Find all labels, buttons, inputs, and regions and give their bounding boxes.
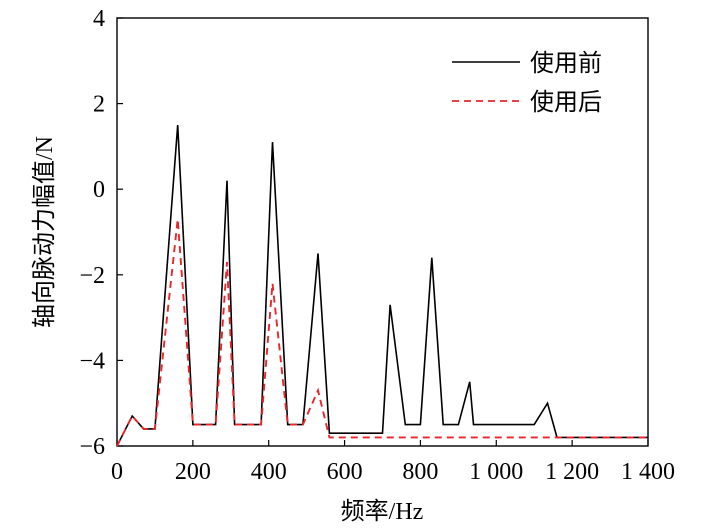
y-tick-label: −2 <box>79 263 105 289</box>
x-tick-label: 400 <box>251 459 287 485</box>
x-tick-label: 1 200 <box>545 459 599 485</box>
axes: 0 200 400 600 800 1 000 1 200 1 400 −6 −4 −2 0 2 4 <box>79 6 675 485</box>
x-tick-label: 1 400 <box>621 459 675 485</box>
y-tick-label: −4 <box>79 348 105 374</box>
legend-label-after: 使用后 <box>530 89 602 116</box>
x-tick-label: 600 <box>327 459 363 485</box>
plot-series <box>116 124 648 447</box>
x-axis-title: 频率/Hz <box>341 498 424 525</box>
legend-label-before: 使用前 <box>530 50 602 77</box>
series-line-after <box>116 219 648 447</box>
x-tick-label: 0 <box>111 459 123 485</box>
y-tick-label: −6 <box>79 434 105 460</box>
y-tick-label: 2 <box>93 92 105 118</box>
x-tick-label: 800 <box>402 459 438 485</box>
y-tick-label: 0 <box>93 177 105 203</box>
legend: 使用前 使用后 <box>452 50 602 116</box>
x-tick-label: 1 000 <box>469 459 523 485</box>
plot-frame <box>116 17 649 447</box>
y-axis-title: 轴向脉动力幅值/N <box>31 136 58 328</box>
y-tick-label: 4 <box>93 6 105 32</box>
x-tick-label: 200 <box>175 459 211 485</box>
series-line-before <box>116 124 648 447</box>
